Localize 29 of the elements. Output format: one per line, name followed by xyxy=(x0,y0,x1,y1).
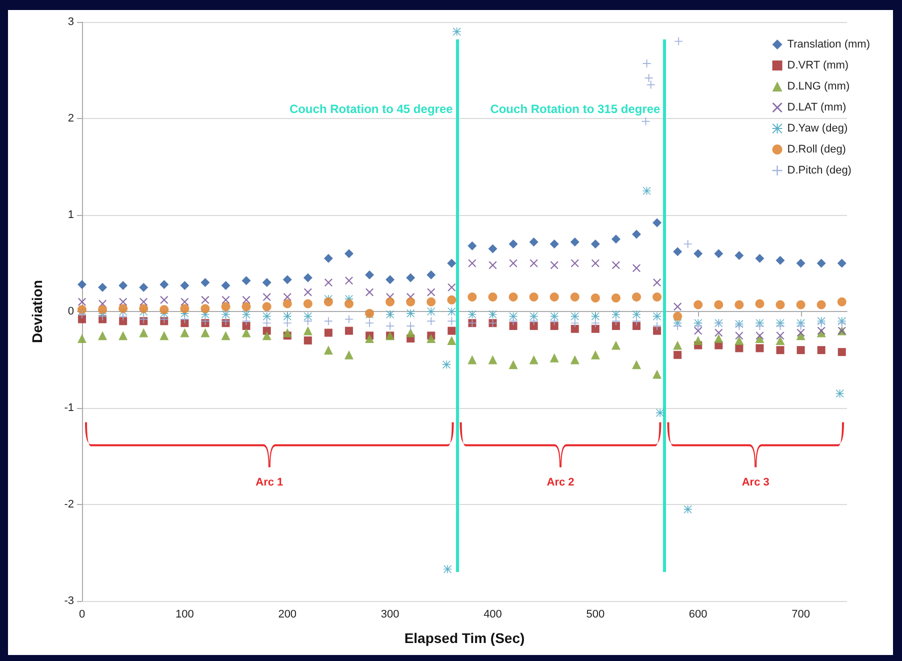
ref-line-label: Couch Rotation to 315 degree xyxy=(490,102,661,116)
x-axis-title: Elapsed Tim (Sec) xyxy=(404,630,525,646)
legend-label: D.Yaw (deg) xyxy=(787,122,848,134)
legend-label: D.Roll (deg) xyxy=(787,144,846,156)
y-tick-label: -3 xyxy=(64,595,74,607)
legend-label: D.LNG (mm) xyxy=(787,80,850,92)
annotation: Arc 1 xyxy=(256,476,284,488)
y-tick-label: 3 xyxy=(68,16,74,28)
x-tick-label: 500 xyxy=(586,608,605,620)
y-tick-label: 2 xyxy=(68,112,74,124)
x-tick-label: 200 xyxy=(278,608,297,620)
y-tick-label: 0 xyxy=(68,306,74,318)
annotation: Arc 2 xyxy=(546,476,574,488)
y-tick-label: -1 xyxy=(64,402,74,414)
legend-label: Translation (mm) xyxy=(787,38,870,50)
x-tick-label: 300 xyxy=(380,608,400,620)
y-axis-title: Deviation xyxy=(29,280,45,344)
annotation: Arc 3 xyxy=(742,476,770,488)
x-tick-label: 400 xyxy=(484,608,502,620)
ref-line-label: Couch Rotation to 45 degree xyxy=(289,102,454,116)
legend-label: D.Pitch (deg) xyxy=(787,164,852,176)
y-tick-label: 1 xyxy=(68,209,74,221)
y-tick-label: -2 xyxy=(64,498,74,510)
legend-label: D.VRT (mm) xyxy=(787,60,849,72)
x-tick-label: 0 xyxy=(78,608,86,620)
x-tick-label: 600 xyxy=(688,608,708,620)
x-tick-label: 100 xyxy=(176,608,194,620)
legend-label: D.LAT (mm) xyxy=(787,102,846,114)
x-tick-label: 700 xyxy=(792,608,810,620)
